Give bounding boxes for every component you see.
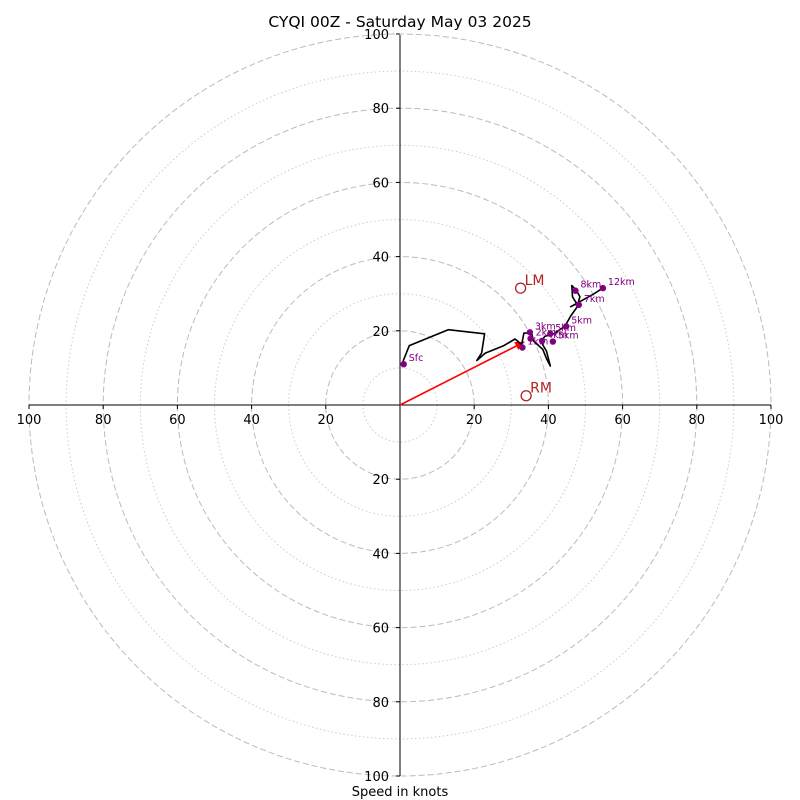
- mean-wind-vector: [399, 341, 525, 406]
- x-tick-label: 80: [95, 413, 112, 428]
- height-point-label: 8km: [580, 280, 601, 291]
- storm-motion-marker: [514, 282, 527, 294]
- x-tick-label: 40: [540, 413, 557, 428]
- storm-motion-label: LM: [525, 273, 545, 289]
- height-point-label: 7km: [584, 294, 605, 305]
- x-tick-label: 100: [17, 413, 42, 428]
- chart-title: CYQI 00Z - Saturday May 03 2025: [268, 13, 531, 31]
- height-point: [519, 344, 526, 351]
- y-tick-label: 20: [372, 325, 389, 340]
- y-tick-label: 100: [364, 28, 389, 43]
- height-point: [563, 323, 570, 330]
- y-tick-label: 60: [372, 176, 389, 191]
- y-tick-label: 80: [372, 696, 389, 711]
- height-point: [575, 301, 583, 309]
- height-point: [400, 360, 407, 368]
- x-tick-label: 80: [689, 413, 706, 428]
- x-tick-label: 100: [759, 413, 784, 428]
- x-tick-label: 60: [169, 413, 186, 428]
- height-point: [572, 287, 579, 294]
- axes: [29, 35, 771, 776]
- tick-labels: 100 80 60 40 20 20 40 60 80 100 100 80 60 40 20 20 40 60 8…: [17, 28, 784, 785]
- storm-motion-label: RM: [530, 381, 552, 397]
- x-axis-label: Speed in knots: [352, 785, 449, 800]
- height-point-label: 1km: [527, 336, 548, 347]
- x-tick-label: 60: [614, 413, 631, 428]
- height-point: [549, 338, 557, 345]
- height-point: [526, 329, 534, 336]
- y-tick-label: 80: [372, 102, 389, 117]
- y-tick-label: 100: [364, 770, 389, 785]
- mean-wind-vector-line: [399, 341, 525, 406]
- storm-motion-markers: LM RM: [514, 273, 552, 402]
- height-points: Sfc1km2km3km4km5km5km5km7km8km12km: [400, 277, 635, 368]
- height-point: [599, 284, 607, 292]
- height-point-label: 2km: [536, 328, 557, 339]
- storm-motion-marker: [520, 390, 532, 402]
- y-tick-label: 60: [372, 622, 389, 637]
- y-tick-label: 40: [372, 251, 389, 266]
- height-point: [538, 337, 546, 345]
- height-point-label: Sfc: [409, 353, 424, 364]
- y-tick-label: 20: [372, 473, 389, 488]
- x-tick-label: 40: [243, 413, 260, 428]
- y-tick-label: 40: [372, 547, 389, 562]
- height-point: [527, 335, 534, 342]
- height-point-label: 5km: [571, 315, 592, 326]
- x-tick-label: 20: [466, 413, 483, 428]
- height-point: [547, 330, 554, 337]
- height-point-label: 12km: [608, 277, 635, 288]
- x-tick-label: 20: [318, 413, 335, 428]
- height-point-label: 5km: [558, 331, 579, 342]
- height-point-label: 3km: [535, 321, 556, 332]
- height-point-label: 4km: [547, 330, 568, 341]
